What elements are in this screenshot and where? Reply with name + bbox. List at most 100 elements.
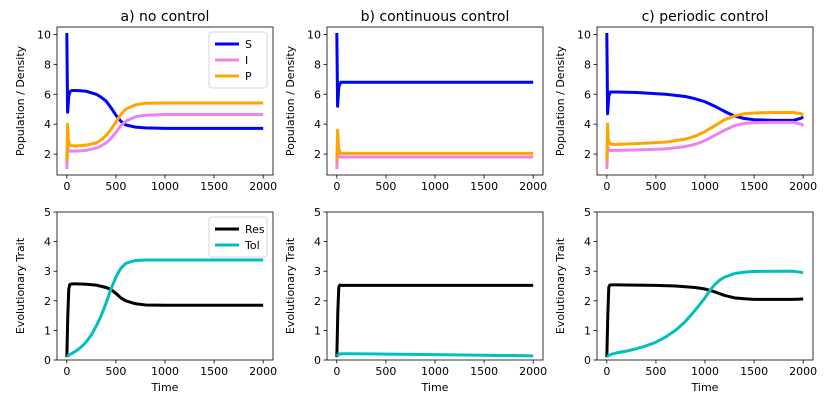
y-tick-label: 4 (584, 236, 591, 249)
y-tick-label: 1 (314, 324, 321, 337)
y-tick-label: 2 (44, 148, 51, 161)
y-tick-label: 3 (314, 265, 321, 278)
legend-label-tol: Tol (244, 239, 260, 252)
x-tick-label: 2000 (249, 365, 277, 378)
y-tick-label: 6 (584, 88, 591, 101)
series-line-tol (606, 269, 804, 358)
y-tick-label: 4 (44, 118, 51, 131)
x-tick-label: 1000 (151, 180, 179, 193)
x-tick-label: 1500 (470, 180, 498, 193)
panel-top-middle: 0 500 1000 1500 2000 2 4 6 8 10 Population / Densi… (284, 9, 547, 193)
y-tick-label: 5 (314, 206, 321, 219)
y-tick-label: 4 (584, 118, 591, 131)
series-line-s (65, 32, 264, 130)
y-tick-label: 10 (307, 28, 321, 41)
legend-label-i: I (245, 54, 248, 67)
y-tick-label: 1 (44, 324, 51, 337)
x-tick-label: 0 (333, 180, 340, 193)
x-tick-label: 1000 (421, 365, 449, 378)
panel-top-left: 0 500 1000 1500 2000 2 4 6 8 10 Population / Densi… (14, 9, 277, 193)
y-tick-label: 2 (314, 148, 321, 161)
legend-box (208, 216, 268, 258)
legend: SIP (208, 31, 268, 89)
y-tick-label: 3 (44, 265, 51, 278)
x-tick-label: 0 (603, 365, 610, 378)
y-axis-label: Population / Density (284, 45, 297, 156)
series-line-s (335, 32, 534, 108)
x-tick-label: 1000 (691, 365, 719, 378)
y-tick-label: 10 (577, 28, 591, 41)
panel-bottom-middle: 0 500 1000 1500 2000 0 1 2 3 4 5 Evolutionary Trait… (284, 206, 547, 394)
x-tick-label: 2000 (789, 365, 817, 378)
x-tick-label: 500 (645, 180, 666, 193)
x-axis-label: Time (691, 381, 719, 394)
y-axis-label: Population / Density (554, 45, 567, 156)
x-tick-label: 500 (645, 365, 666, 378)
x-axis-label: Time (421, 381, 449, 394)
series-line-p (335, 128, 534, 162)
panel-top-right: 0 500 1000 1500 2000 2 4 6 8 10 Population / Densi… (554, 9, 817, 193)
y-tick-label: 2 (584, 148, 591, 161)
x-tick-label: 1500 (740, 365, 768, 378)
series-line-res (605, 283, 804, 358)
y-tick-label: 2 (584, 295, 591, 308)
x-tick-label: 0 (603, 180, 610, 193)
y-axis-label: Population / Density (14, 45, 27, 156)
panel-title: a) no control (121, 9, 210, 25)
y-tick-label: 0 (314, 354, 321, 367)
series-line-i (605, 120, 805, 170)
y-tick-label: 3 (584, 265, 591, 278)
x-tick-label: 1500 (470, 365, 498, 378)
x-tick-label: 1000 (691, 180, 719, 193)
y-tick-label: 1 (584, 324, 591, 337)
series-line-p (65, 101, 264, 162)
legend-label-p: P (245, 70, 252, 83)
panel-bottom-right: 0 500 1000 1500 2000 0 1 2 3 4 5 Evolutionary Trait… (554, 206, 817, 394)
y-tick-label: 0 (584, 354, 591, 367)
x-tick-label: 1000 (151, 365, 179, 378)
x-tick-label: 2000 (519, 180, 547, 193)
y-axis-label: Evolutionary Trait (284, 237, 297, 334)
y-tick-label: 2 (44, 295, 51, 308)
series-line-tol (66, 258, 264, 358)
panel-bottom-left: 0 500 1000 1500 2000 0 1 2 3 4 5 Evolutionary Trait… (14, 206, 277, 394)
y-tick-label: 5 (584, 206, 591, 219)
x-axis-label: Time (151, 381, 179, 394)
legend-label-res: Res (245, 223, 265, 236)
panel-title: b) continuous control (361, 9, 510, 25)
x-tick-label: 500 (105, 365, 126, 378)
x-tick-label: 500 (375, 180, 396, 193)
legend: Res Tol (208, 216, 268, 258)
y-tick-label: 0 (44, 354, 51, 367)
series-line-res (65, 282, 264, 358)
x-tick-label: 1000 (421, 180, 449, 193)
x-tick-label: 2000 (789, 180, 817, 193)
y-tick-label: 4 (44, 236, 51, 249)
y-axis-label: Evolutionary Trait (14, 237, 27, 334)
y-tick-label: 8 (584, 58, 591, 71)
y-tick-label: 4 (314, 118, 321, 131)
x-tick-label: 500 (105, 180, 126, 193)
y-tick-label: 8 (314, 58, 321, 71)
legend-label-s: S (245, 38, 252, 51)
x-tick-label: 1500 (740, 180, 768, 193)
x-tick-label: 500 (375, 365, 396, 378)
panel-title: c) periodic control (642, 9, 769, 25)
x-tick-label: 1500 (200, 365, 228, 378)
y-axis-label: Evolutionary Trait (554, 237, 567, 334)
x-tick-label: 0 (63, 180, 70, 193)
y-tick-label: 5 (44, 206, 51, 219)
series-line-tol (335, 352, 534, 358)
y-tick-label: 10 (37, 28, 51, 41)
series-line-p (605, 111, 805, 162)
series-line-s (605, 32, 805, 122)
y-tick-label: 6 (314, 88, 321, 101)
x-tick-label: 0 (63, 365, 70, 378)
y-tick-label: 2 (314, 295, 321, 308)
x-tick-label: 2000 (249, 180, 277, 193)
series-line-res (335, 283, 534, 358)
x-tick-label: 2000 (519, 365, 547, 378)
y-tick-label: 6 (44, 88, 51, 101)
y-tick-label: 4 (314, 236, 321, 249)
series-line-i (65, 112, 264, 170)
